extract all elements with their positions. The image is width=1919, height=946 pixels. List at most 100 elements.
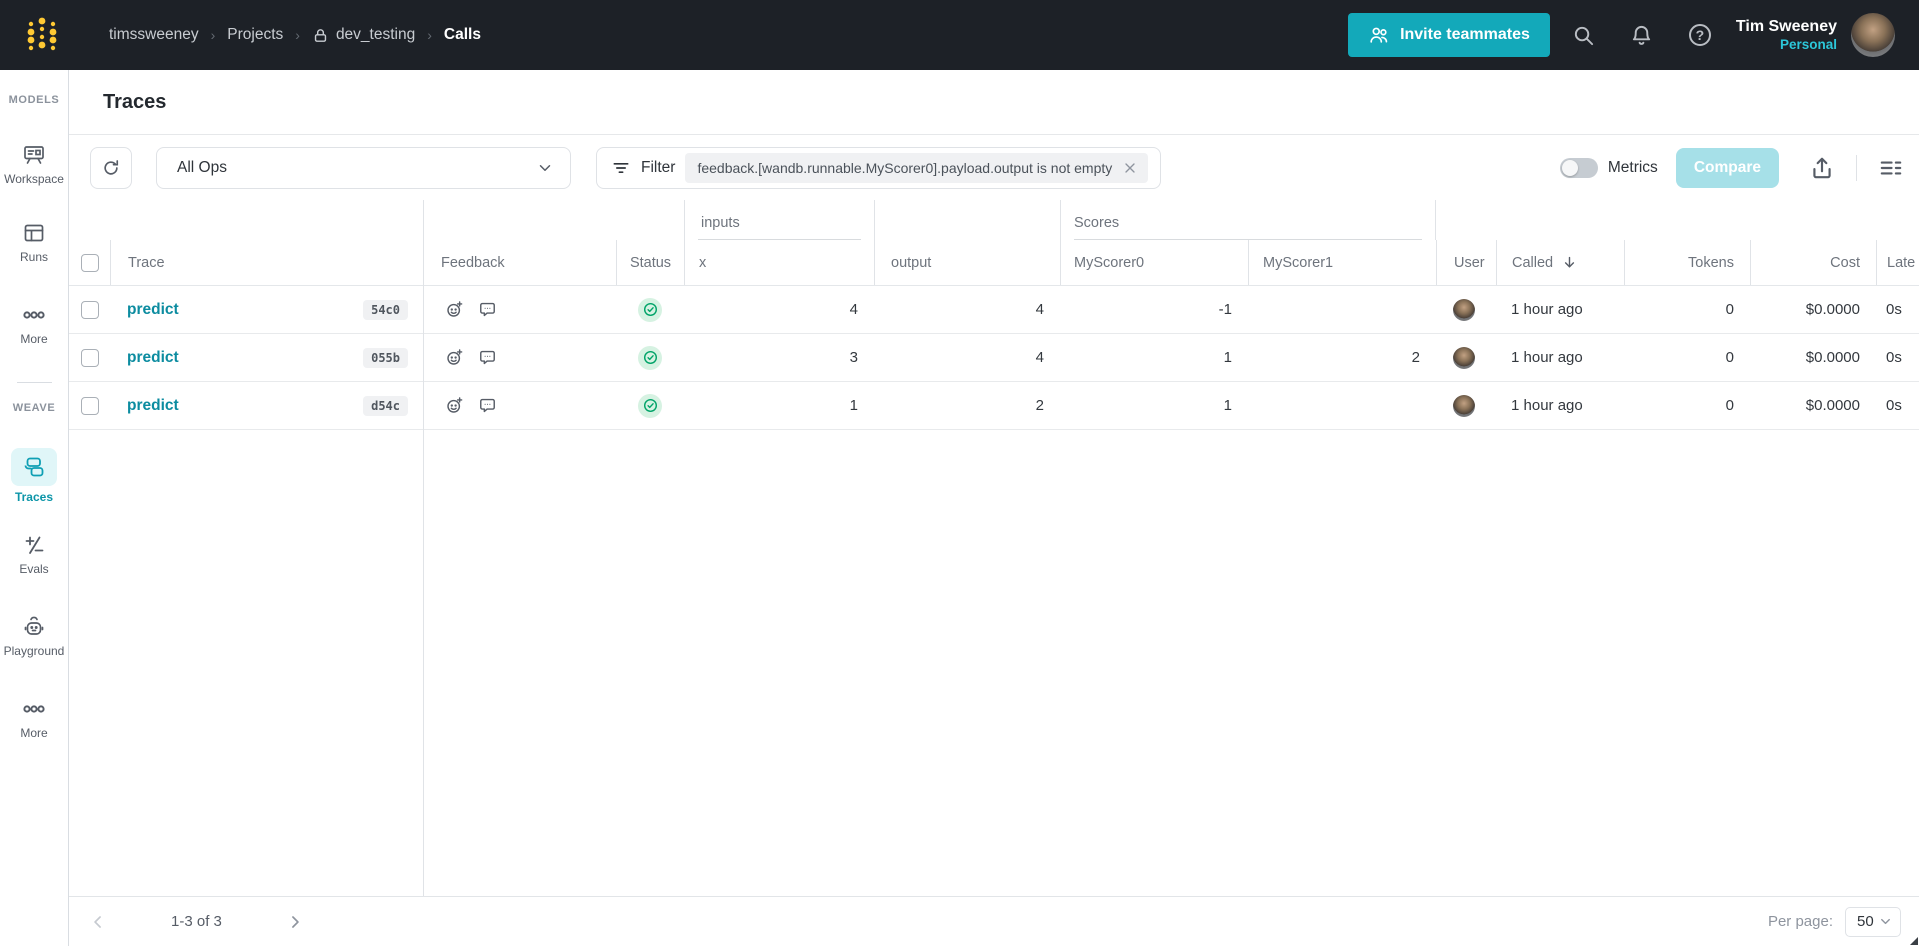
breadcrumb-current-page: Calls: [443, 26, 481, 43]
select-all-checkbox[interactable]: [80, 253, 99, 272]
user-scope: Personal: [1779, 36, 1837, 52]
refresh-button[interactable]: [90, 146, 132, 189]
sidebar-item-runs[interactable]: Runs: [0, 220, 68, 264]
breadcrumb-project[interactable]: dev_testing: [312, 26, 415, 44]
group-spacer: [1436, 200, 1919, 240]
status-success-icon[interactable]: [638, 393, 662, 418]
sidebar-item-playground[interactable]: Playground: [0, 614, 68, 658]
sidebar-item-more-models[interactable]: More: [0, 302, 68, 346]
column-header-output[interactable]: output: [874, 240, 1060, 285]
myscorer0-cell: 1: [1223, 349, 1232, 366]
trace-cell: predict 055b: [110, 334, 423, 381]
breadcrumb-projects[interactable]: Projects: [227, 26, 284, 43]
latency-cell: 0s: [1886, 397, 1902, 414]
op-selector-dropdown[interactable]: All Ops: [156, 146, 571, 189]
column-settings-icon[interactable]: [1878, 155, 1904, 181]
column-header-user[interactable]: User: [1436, 240, 1496, 285]
per-page-select[interactable]: 50: [1845, 906, 1901, 937]
column-header-trace[interactable]: Trace: [110, 240, 423, 285]
user-avatar[interactable]: [1453, 346, 1475, 369]
table-row[interactable]: predict 54c0 4 4 -1 1 hour ago 0 $0.0000…: [69, 286, 1919, 334]
column-header-called[interactable]: Called: [1496, 240, 1624, 285]
user-avatar[interactable]: [1851, 13, 1895, 57]
op-link[interactable]: predict: [127, 348, 179, 366]
export-icon[interactable]: [1809, 155, 1835, 181]
op-selector-value: All Ops: [177, 158, 227, 176]
row-checkbox[interactable]: [80, 348, 99, 367]
evals-plus-minus-icon: [21, 532, 47, 558]
remove-filter-icon[interactable]: [1122, 160, 1138, 176]
sidebar-item-label: Evals: [19, 562, 49, 576]
status-success-icon[interactable]: [638, 345, 662, 370]
column-header-feedback[interactable]: Feedback: [441, 254, 505, 271]
myscorer1-cell: [1248, 382, 1436, 429]
table-row[interactable]: predict d54c 1 2 1 1 hour ago 0 $0.0000 …: [69, 382, 1919, 430]
myscorer1-cell: [1248, 286, 1436, 333]
add-reaction-icon[interactable]: [445, 396, 464, 415]
comment-icon[interactable]: [478, 396, 497, 415]
group-header-scores: Scores: [1060, 200, 1436, 240]
trace-cell: predict d54c: [110, 382, 423, 429]
notifications-bell-icon[interactable]: [1630, 23, 1654, 47]
column-header-x[interactable]: x: [684, 240, 874, 285]
resize-grip[interactable]: [1910, 937, 1918, 945]
search-icon[interactable]: [1572, 23, 1596, 47]
help-icon[interactable]: ?: [1688, 23, 1712, 47]
feedback-cell: [423, 382, 616, 429]
op-link[interactable]: predict: [127, 396, 179, 414]
user-avatar[interactable]: [1453, 394, 1475, 417]
myscorer0-cell: -1: [1218, 301, 1232, 318]
column-header-latency[interactable]: Late: [1876, 240, 1919, 285]
user-name: Tim Sweeney: [1735, 17, 1837, 35]
column-header-myscorer1[interactable]: MyScorer1: [1248, 240, 1436, 285]
page-title: Traces: [103, 90, 167, 113]
column-header-cost[interactable]: Cost: [1750, 240, 1876, 285]
comment-icon[interactable]: [478, 348, 497, 367]
row-checkbox[interactable]: [80, 300, 99, 319]
output-cell: 2: [1035, 397, 1044, 414]
sidebar-item-evals[interactable]: Evals: [0, 532, 68, 576]
group-spacer: [69, 200, 684, 240]
user-cell: [1436, 334, 1496, 381]
per-page-value: 50: [1857, 913, 1874, 930]
sidebar-item-workspace[interactable]: Workspace: [0, 142, 68, 186]
filter-chip[interactable]: feedback.[wandb.runnable.MyScorer0].payl…: [685, 152, 1149, 183]
call-id-chip[interactable]: 055b: [363, 347, 408, 368]
previous-page-icon[interactable]: [83, 907, 113, 937]
breadcrumb-entity[interactable]: timssweeney: [109, 26, 199, 43]
wandb-logo-icon[interactable]: [25, 16, 59, 54]
filter-bar[interactable]: Filter feedback.[wandb.runnable.MyScorer…: [596, 146, 1162, 189]
op-link[interactable]: predict: [127, 300, 179, 318]
metrics-toggle[interactable]: [1559, 157, 1598, 178]
sidebar-divider: [17, 382, 52, 383]
table-row[interactable]: predict 055b 3 4 1 2 1 hour ago 0 $0.000…: [69, 334, 1919, 382]
sidebar-item-label: More: [20, 726, 48, 740]
invite-teammates-button[interactable]: Invite teammates: [1348, 13, 1550, 57]
column-header-tokens[interactable]: Tokens: [1624, 240, 1750, 285]
sort-desc-icon[interactable]: [1561, 254, 1578, 271]
add-reaction-icon[interactable]: [445, 348, 464, 367]
column-header-status[interactable]: Status: [616, 240, 684, 285]
pinned-column-divider[interactable]: [423, 200, 424, 896]
trace-cell: predict 54c0: [110, 286, 423, 333]
column-header-myscorer0[interactable]: MyScorer0: [1060, 240, 1248, 285]
status-cell: [616, 334, 684, 381]
user-menu[interactable]: Tim Sweeney Personal: [1736, 17, 1837, 54]
filter-label: Filter: [641, 158, 676, 176]
chevron-down-icon: [539, 164, 551, 171]
sidebar-item-label: Runs: [19, 250, 48, 264]
sidebar-item-traces[interactable]: Traces: [0, 448, 68, 504]
comment-icon[interactable]: [478, 300, 497, 319]
sidebar-item-more-weave[interactable]: More: [0, 696, 68, 740]
row-checkbox[interactable]: [80, 396, 99, 415]
call-id-chip[interactable]: d54c: [363, 395, 408, 416]
called-cell: 1 hour ago: [1511, 397, 1583, 414]
status-success-icon[interactable]: [638, 297, 662, 322]
add-reaction-icon[interactable]: [445, 300, 464, 319]
next-page-icon[interactable]: [280, 907, 310, 937]
user-avatar[interactable]: [1453, 298, 1475, 321]
top-navbar: timssweeney › Projects › dev_testing › C…: [0, 0, 1919, 70]
compare-button[interactable]: Compare: [1675, 147, 1779, 188]
workspace-board-icon: [21, 142, 47, 168]
call-id-chip[interactable]: 54c0: [363, 299, 408, 320]
